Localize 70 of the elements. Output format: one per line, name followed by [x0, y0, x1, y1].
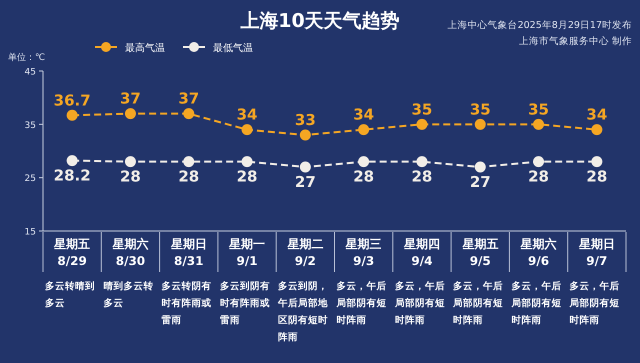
text: 多云，午后局部阴有短时阵雨 — [568, 280, 620, 326]
point — [533, 156, 544, 168]
point — [533, 118, 544, 130]
data-label: 34 — [586, 106, 608, 124]
y-tick-label: 45 — [24, 68, 36, 78]
data-label: 27 — [294, 173, 316, 191]
point — [183, 108, 194, 120]
point — [124, 108, 136, 120]
text: 多云，午后局部阴有短时阵雨 — [336, 280, 386, 326]
point — [591, 156, 602, 168]
legend-label: 最低气温 — [213, 42, 253, 54]
point — [300, 162, 311, 172]
y-tick-label: 35 — [24, 120, 36, 131]
point — [416, 118, 428, 130]
y-tick-label: 15 — [24, 228, 36, 238]
point — [416, 156, 428, 168]
x-tick-label: 星期日 9/7 — [578, 237, 615, 268]
chart-title: 上海10天天气趋势 — [239, 10, 400, 32]
text: 多云，午后局部阴有短时阵雨 — [510, 280, 562, 326]
point — [474, 118, 486, 130]
x-tick-label: 星期五 9/5 — [461, 237, 498, 268]
data-label: 28 — [120, 168, 141, 186]
text: 晴到多云转多云 — [103, 280, 154, 309]
data-label: 28 — [178, 168, 200, 186]
data-label: 34 — [353, 106, 374, 124]
x-tick-label: 星期二 9/2 — [286, 237, 324, 268]
point — [66, 110, 78, 121]
data-label: 28.2 — [54, 166, 91, 185]
point — [242, 124, 253, 136]
y-tick-label: 25 — [24, 174, 36, 184]
text: 多云，午后局部阴有短时阵雨 — [394, 280, 445, 326]
x-tick-label: 星期六 9/6 — [520, 237, 557, 268]
point — [358, 124, 370, 136]
data-label: 28 — [528, 168, 549, 186]
data-label: 28 — [353, 168, 374, 186]
point — [358, 156, 370, 168]
data-label: 33 — [294, 111, 316, 129]
data-label: 28 — [586, 168, 608, 186]
text: 多云转阴有时有阵雨或雷雨 — [162, 280, 212, 326]
point — [183, 156, 194, 168]
x-tick-label: 星期一 9/1 — [228, 237, 266, 268]
y-axis-title: 单位：℃ — [8, 52, 46, 63]
data-label: 35 — [528, 100, 549, 118]
x-tick-label: 星期日 8/31 — [170, 237, 207, 268]
data-label: 34 — [236, 106, 258, 124]
point — [66, 155, 78, 166]
point — [242, 156, 253, 168]
text: 多云到阴有时有阵雨或雷雨 — [220, 280, 270, 326]
data-label: 27 — [470, 173, 491, 191]
data-label: 36.7 — [54, 91, 91, 110]
text: 上海中心气象台2025年8月29日17时发布 — [448, 19, 632, 31]
text: 多云到阴，午后局部地区阴有短时阵雨 — [277, 280, 330, 343]
data-label: 35 — [470, 100, 491, 118]
text: 多云，午后局部阴有短时阵雨 — [452, 280, 504, 326]
text: 上海市气象服务中心 制作 — [518, 35, 632, 47]
data-label: 37 — [178, 90, 200, 108]
x-tick-label: 星期四 9/4 — [402, 237, 440, 268]
legend-label: 最高气温 — [125, 42, 165, 54]
x-tick-label: 星期六 8/30 — [111, 237, 148, 268]
x-tick-label: 星期五 8/29 — [53, 237, 90, 268]
point — [124, 156, 136, 168]
x-tick-label: 星期三 9/3 — [344, 237, 382, 268]
data-label: 28 — [236, 168, 258, 186]
data-label: 37 — [120, 90, 141, 108]
text: 多云转晴到多云 — [45, 280, 95, 309]
data-label: 28 — [412, 168, 432, 186]
point — [300, 130, 311, 140]
point — [474, 162, 486, 172]
point — [591, 124, 602, 136]
data-label: 35 — [412, 100, 432, 118]
